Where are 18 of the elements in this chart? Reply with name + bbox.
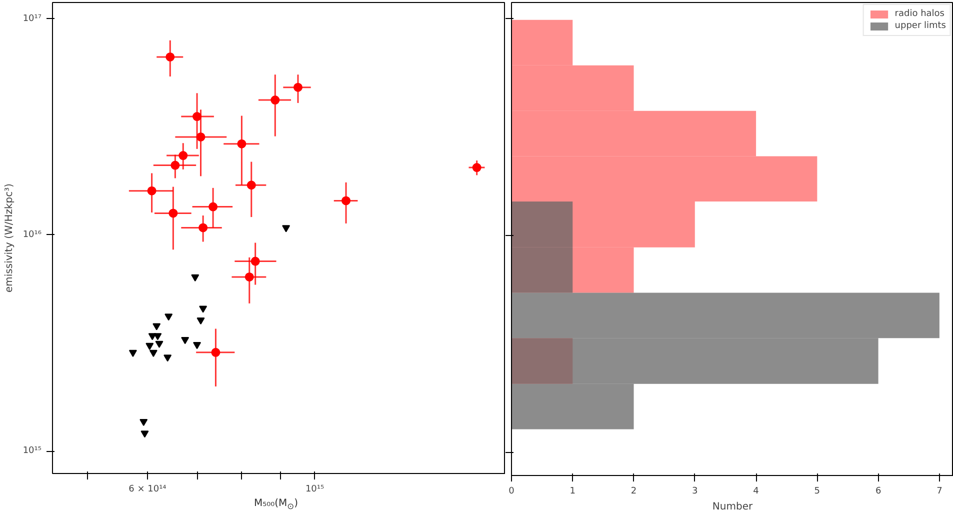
x-tick-label: 6 (875, 486, 882, 496)
x-tick-label: 1 (570, 486, 576, 496)
x-tick-label: 0 (508, 486, 515, 496)
x-tick-label: 5 (814, 486, 820, 496)
x-tick-label: 6 × 10¹⁴ (128, 484, 167, 494)
x-tick-label: 10¹⁵ (305, 484, 325, 494)
legend-label: upper limts (894, 21, 946, 31)
y-tick-label: 10¹⁷ (22, 14, 42, 24)
y-tick-label: 10¹⁵ (22, 446, 42, 456)
y-tick-label: 10¹⁶ (22, 230, 42, 240)
x-axis-title: Number (712, 502, 754, 512)
x-tick-label: 7 (936, 486, 942, 496)
legend-label: radio halos (894, 9, 944, 19)
x-axis-title: M₅₀₀(M$_{⊙}$) (254, 497, 298, 513)
x-tick-label: 3 (692, 486, 698, 496)
x-tick-label: 4 (753, 486, 760, 496)
y-axis-title: emissivity (W/Hzkpc³) (4, 183, 15, 293)
x-tick-label: 2 (630, 486, 637, 496)
